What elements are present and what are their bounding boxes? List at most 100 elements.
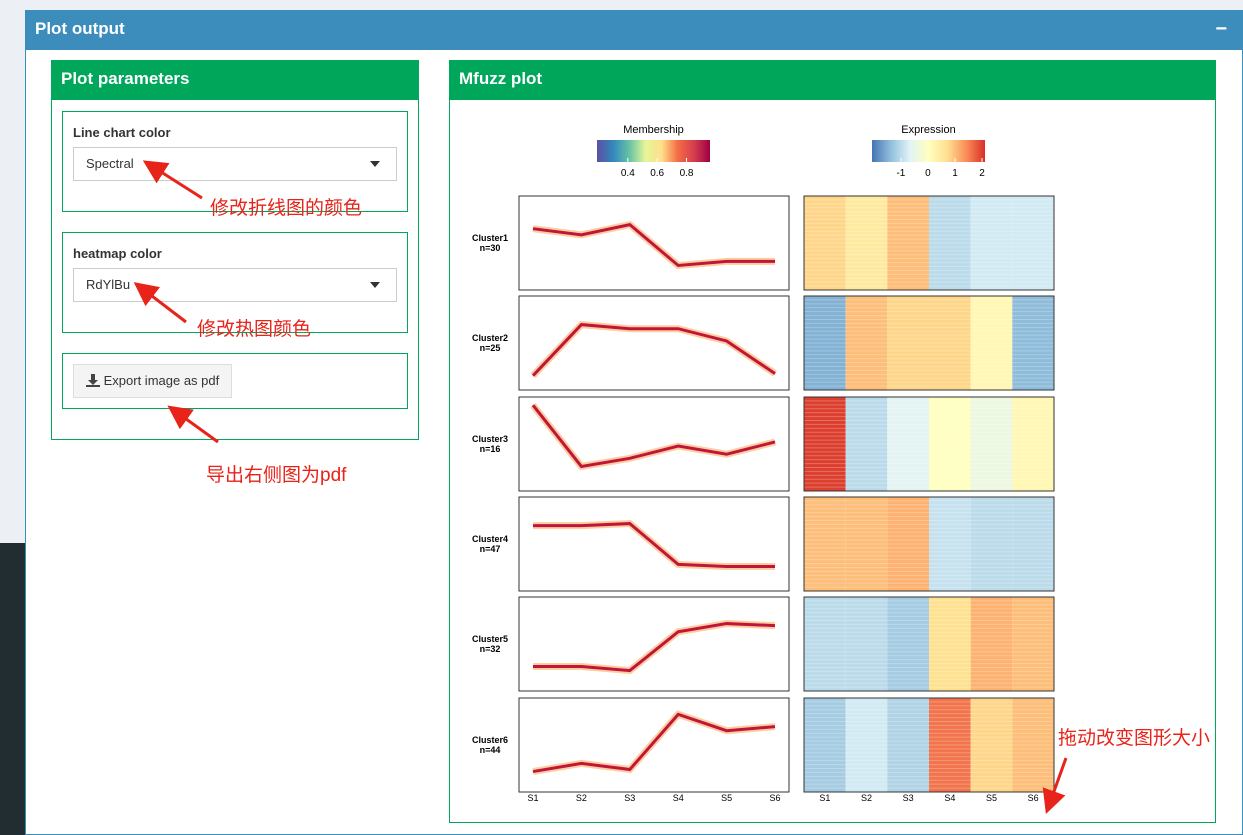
heatmap-column — [887, 698, 929, 792]
annotation: 修改折线图的颜色 — [210, 198, 363, 219]
heatmap-column — [929, 196, 971, 290]
cluster-line — [532, 712, 776, 774]
colorbar-tick-label: -1 — [896, 168, 905, 179]
colorbar-tick-label: 2 — [979, 168, 985, 179]
heatmap-frame — [803, 195, 1055, 291]
heatmap-column — [845, 296, 888, 390]
colorbar — [597, 140, 710, 162]
x-label: S1 — [527, 793, 538, 803]
heatmap-column — [887, 497, 929, 591]
heatmap-column — [887, 397, 929, 491]
cluster-line — [531, 404, 776, 469]
heatmap-column — [1012, 397, 1054, 491]
colorbar-tick-label: 0.8 — [680, 168, 694, 179]
x-label: S3 — [624, 793, 635, 803]
heatmap-column — [804, 196, 846, 290]
colorbar-tick-label: 0.6 — [650, 168, 664, 179]
legend-title: Expression — [901, 124, 955, 136]
download-icon — [86, 374, 100, 387]
box-title: Plot output — [35, 19, 125, 38]
cluster-name: Cluster3 — [472, 434, 508, 444]
heatmap-column — [970, 196, 1013, 290]
select-value: Spectral — [86, 156, 134, 171]
cluster-name: Cluster4 — [472, 534, 508, 544]
cluster-name: Cluster5 — [472, 634, 508, 644]
heatmap-column — [804, 698, 846, 792]
cluster-name: Cluster1 — [472, 233, 508, 243]
heatmap-frame — [803, 496, 1055, 592]
collapse-button[interactable]: − — [1215, 18, 1227, 40]
heatmap-column — [1012, 296, 1054, 390]
plot-title: Mfuzz plot — [449, 60, 1216, 100]
heatmap-column — [845, 196, 888, 290]
heatmap-column — [1012, 497, 1054, 591]
x-label: S2 — [861, 793, 872, 803]
x-label: S5 — [721, 793, 732, 803]
cluster-line — [533, 522, 775, 568]
colorbar-tick-label: 1 — [952, 168, 958, 179]
x-label: S2 — [576, 793, 587, 803]
cluster-name: Cluster2 — [472, 333, 508, 343]
cluster-size: n=25 — [480, 343, 501, 353]
section — [62, 353, 408, 409]
legend-title: Membership — [623, 124, 684, 136]
heatmap-frame — [803, 295, 1055, 391]
cluster-line — [532, 222, 775, 268]
field-label: heatmap color — [73, 246, 162, 261]
heatmap-frame — [803, 396, 1055, 492]
x-label: S6 — [769, 793, 780, 803]
heatmap-column — [929, 698, 971, 792]
heatmap-column — [887, 296, 929, 390]
select[interactable]: Spectral — [73, 147, 397, 181]
cluster-size: n=47 — [480, 544, 501, 554]
cluster-size: n=16 — [480, 444, 501, 454]
mfuzz-plot: Membership 0.4 0.6 0.8 Expression -1 0 1 2 Cluste… — [472, 124, 1056, 806]
heatmap-column — [804, 397, 846, 491]
heatmap-frame — [803, 596, 1055, 692]
section — [62, 111, 408, 212]
params-title: Plot parameters — [51, 60, 419, 100]
x-label: S1 — [819, 793, 830, 803]
x-label: S4 — [673, 793, 684, 803]
heatmap-column — [1012, 597, 1054, 691]
heatmap-column — [970, 397, 1013, 491]
cluster-line — [533, 622, 776, 673]
x-label: S5 — [986, 793, 997, 803]
heatmap-column — [970, 296, 1013, 390]
cluster-size: n=44 — [480, 745, 501, 755]
x-label: S6 — [1028, 793, 1039, 803]
heatmap-column — [970, 597, 1013, 691]
heatmap-column — [970, 698, 1013, 792]
x-label: S4 — [944, 793, 955, 803]
cluster-line — [531, 323, 776, 377]
heatmap-column — [845, 698, 888, 792]
box-header: Plot output − — [25, 10, 1243, 50]
heatmap-column — [804, 597, 846, 691]
section — [62, 232, 408, 333]
line-panel — [518, 596, 790, 692]
heatmap-column — [887, 196, 929, 290]
x-label: S3 — [903, 793, 914, 803]
heatmap-column — [845, 497, 888, 591]
button-label: Export image as pdf — [103, 373, 220, 388]
annotation: 拖动改变图形大小 — [1058, 728, 1211, 749]
annotation: 修改热图颜色 — [197, 319, 312, 340]
cluster-size: n=32 — [480, 644, 501, 654]
heatmap-column — [1012, 196, 1054, 290]
heatmap-column — [804, 296, 846, 390]
heatmap-column — [929, 296, 971, 390]
colorbar — [872, 140, 985, 162]
select[interactable]: RdYlBu — [73, 268, 397, 302]
annotation: 导出右侧图为pdf — [206, 465, 347, 486]
export-button[interactable]: Export image as pdf — [73, 364, 232, 398]
select-value: RdYlBu — [86, 277, 131, 292]
caret — [370, 161, 380, 167]
heatmap-column — [929, 397, 971, 491]
caret — [370, 282, 380, 288]
sidebar — [0, 543, 25, 835]
heatmap-column — [929, 497, 971, 591]
heatmap-frame — [803, 697, 1055, 793]
cluster-size: n=30 — [480, 243, 501, 253]
colorbar-tick-label: 0 — [925, 168, 931, 179]
